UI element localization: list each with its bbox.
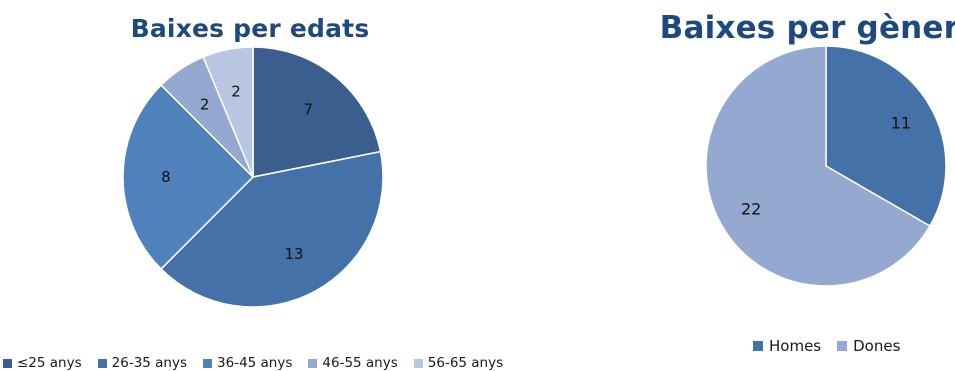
legend-label: 46-55 anys [322, 355, 398, 371]
legend-label: 26-35 anys [111, 355, 188, 371]
legend-swatch [203, 358, 213, 368]
age-legend-item-46-55-anys: 46-55 anys [308, 355, 398, 371]
age-slice-36-45-anys [122, 84, 255, 270]
gender-chart-title: Baixes per gènere [659, 10, 955, 46]
age-slice-26-35-anys [160, 150, 384, 308]
legend-swatch [413, 358, 423, 368]
legend-swatch [3, 358, 12, 368]
legend-label: 36-45 anys [217, 355, 293, 371]
age-chart-legend: ≤25 anys 26-35 anys 36-45 anys 46-55 anys 56… [3, 355, 519, 371]
gender-slice-dones [705, 45, 931, 287]
gender-legend-item-homes: Homes [753, 337, 821, 355]
legend-label: Dones [853, 337, 901, 355]
legend-swatch [97, 358, 107, 368]
age-legend-item-56-65-anys: 56-65 anys [413, 355, 504, 371]
age-chart-title: Baixes per edats [130, 14, 370, 43]
age-data-label-56-65-anys: 2 [231, 83, 241, 101]
legend-label: 56-65 anys [427, 355, 504, 371]
gender-slice-homes [825, 45, 947, 228]
gender-chart-legend: Homes Dones [753, 337, 916, 355]
age-data-label-36-45-anys: 8 [161, 168, 171, 186]
gender-legend-item-dones: Dones [837, 337, 900, 355]
age-legend-item-le25-anys: ≤25 anys [3, 355, 82, 371]
gender-data-label-dones: 22 [741, 200, 761, 219]
age-legend-item-36-45-anys: 36-45 anys [203, 355, 292, 371]
age-legend-item-26-35-anys: 26-35 anys [97, 355, 188, 371]
legend-swatch [753, 341, 763, 351]
legend-label: ≤25 anys [17, 355, 82, 371]
age-data-label-46-55-anys: 2 [200, 96, 210, 114]
gender-data-label-homes: 11 [891, 113, 911, 132]
age-data-label-26-35-anys: 13 [285, 245, 304, 263]
legend-label: Homes [769, 337, 822, 355]
age-slice-le25-anys [252, 46, 382, 178]
legend-swatch [308, 358, 318, 368]
age-data-label-le25-anys: 7 [303, 101, 313, 119]
age-slice-56-65-anys [202, 46, 254, 178]
legend-swatch [837, 341, 848, 351]
